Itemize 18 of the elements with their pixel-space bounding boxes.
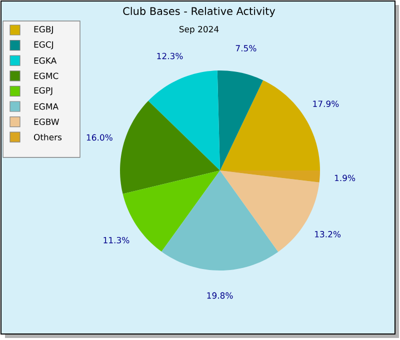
legend-label: EGPJ xyxy=(34,87,52,96)
data-label: 19.8% xyxy=(207,292,233,299)
legend-label: EGCJ xyxy=(34,41,54,50)
data-label: 1.9% xyxy=(334,174,356,182)
data-label: 17.9% xyxy=(313,100,339,107)
legend-label: EGMC xyxy=(34,72,58,80)
data-label: 12.3% xyxy=(157,52,183,60)
legend-label: EGMA xyxy=(34,103,58,110)
legend-label: EGBW xyxy=(34,118,60,126)
text: Sep 2024 xyxy=(179,26,219,34)
data-label: 16.0% xyxy=(86,134,112,141)
legend-label: Others xyxy=(34,134,62,140)
chart-title: Club Bases - Relative Activity xyxy=(123,6,276,18)
data-label: 13.2% xyxy=(315,230,341,238)
legend-label: EGKA xyxy=(34,57,57,64)
legend-label: EGBJ xyxy=(34,26,53,34)
data-label: 11.3% xyxy=(104,236,130,244)
data-label: 7.5% xyxy=(236,45,256,52)
